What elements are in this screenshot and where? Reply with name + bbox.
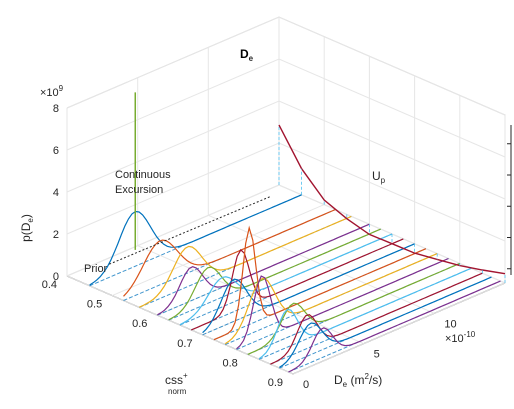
axis-edge: [66, 184, 506, 284]
density-curve-7: [202, 243, 415, 334]
density-curve-2: [139, 215, 352, 308]
density-curve-12: [258, 267, 472, 360]
z-exponent-label: ×109: [40, 84, 64, 99]
prior-annotation: Prior: [84, 263, 108, 275]
density-curve-6: [191, 238, 404, 331]
x-tick-label: 0.4: [42, 279, 57, 291]
y-gridline: [66, 108, 294, 375]
x-tick-label: 0.6: [132, 318, 147, 330]
axis-edge: [66, 16, 506, 283]
z-gridline: [66, 58, 506, 158]
z-tick-label: 2: [53, 229, 59, 241]
x-tick-label: 0.9: [268, 377, 283, 389]
y-exponent-label: ×10-10: [445, 330, 476, 345]
y-gridline: [137, 77, 364, 345]
z-tick-label: 0: [53, 271, 59, 283]
z-axis-label: p(De): [19, 214, 35, 242]
continuous-annotation-line2: Excursion: [115, 184, 163, 196]
x-tick-label: 0.7: [177, 338, 192, 350]
up-curve: [278, 124, 506, 275]
z-gridline: [66, 16, 506, 116]
series-baselines: [89, 194, 501, 373]
density-curve-14: [279, 276, 492, 368]
density-curve-13: [270, 272, 483, 365]
x-axis-label-subscript: norm: [168, 387, 187, 396]
y-tick-label: 0: [303, 379, 309, 391]
density-curve-15: [288, 280, 501, 373]
density-curve-5: [179, 233, 393, 326]
y-gridline: [207, 47, 435, 314]
density-curve-0: [89, 194, 302, 286]
density-curve-8: [213, 225, 427, 341]
chart-title: De: [240, 47, 254, 63]
density-curve-11: [247, 262, 461, 355]
density-curve-4: [168, 228, 381, 321]
up-curve-label: Up: [372, 169, 386, 185]
x-tick-label: 0.8: [223, 357, 238, 369]
x-tick-label: 0.5: [87, 299, 102, 311]
series-curves: [89, 92, 506, 373]
density-curve-1: [123, 208, 336, 297]
continuous-annotation-line1: Continuous: [115, 169, 171, 181]
density-curve-9: [224, 253, 438, 345]
y-tick-label: 10: [444, 318, 456, 330]
right-axis: 3.9544.054.14.15: [507, 125, 512, 275]
density-curve-10: [236, 257, 449, 350]
z-gridline: [66, 184, 506, 284]
y-tick-label: 5: [374, 349, 380, 361]
z-tick-label: 6: [53, 145, 59, 157]
z-tick-label: 4: [53, 187, 59, 199]
prior-line: [109, 195, 272, 265]
density-curve-3: [157, 223, 370, 316]
x-axis-label: css+: [165, 371, 188, 387]
y-axis-label: De (m2/s): [334, 372, 382, 389]
z-tick-label: 8: [53, 103, 59, 115]
